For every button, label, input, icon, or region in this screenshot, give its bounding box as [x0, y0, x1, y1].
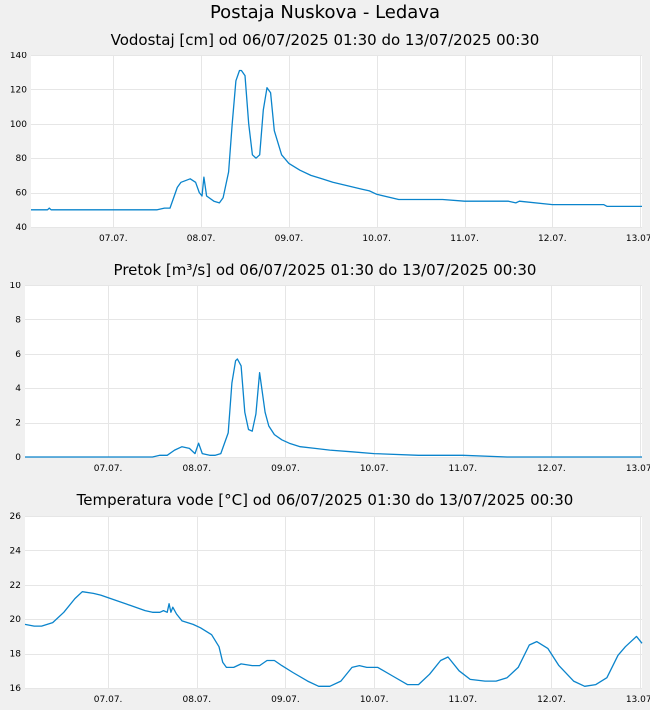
- chart-discharge: 0 2 4 6 8 10 07.07. 08.07. 09.07. 10.07. 11.07. 12.…: [10, 282, 650, 474]
- x-tick-label: 13.07.: [626, 695, 650, 705]
- x-tick-label: 07.07.: [99, 234, 128, 244]
- plot-area: [25, 285, 642, 457]
- x-tick-label: 12.07.: [537, 695, 566, 705]
- page-title: Postaja Nuskova - Ledava: [209, 2, 441, 23]
- y-tick-label: 0: [15, 453, 21, 463]
- y-tick-label: 40: [16, 223, 28, 233]
- x-tick-label: 09.07.: [275, 234, 304, 244]
- y-tick-label: 16: [10, 684, 22, 694]
- y-tick-label: 80: [16, 154, 28, 164]
- x-tick-label: 08.07.: [187, 234, 216, 244]
- y-tick-label: 26: [10, 512, 22, 522]
- x-tick-label: 12.07.: [537, 464, 566, 474]
- chart-water-temperature: 16 18 20 22 24 26 07.07. 08.07. 09.07. 10.07. 11.0…: [10, 512, 650, 705]
- series-line: [24, 591, 643, 687]
- chart-water-level: 40 60 80 100 120 140 07.07. 08.07. 09.07. 10.07. 1…: [10, 52, 650, 244]
- x-tick-label: 08.07.: [182, 464, 211, 474]
- plot-area: [31, 55, 642, 227]
- x-tick-label: 11.07.: [448, 695, 477, 705]
- series-line: [31, 69, 642, 211]
- y-tick-label: 10: [10, 282, 22, 291]
- y-tick-label: 2: [15, 419, 21, 429]
- x-tick-label: 07.07.: [94, 695, 123, 705]
- series-line: [25, 358, 642, 458]
- y-tick-label: 100: [10, 120, 27, 130]
- x-tick-label: 10.07.: [360, 695, 389, 705]
- chart-title-water-level: Vodostaj [cm] od 06/07/2025 01:30 do 13/…: [110, 31, 540, 49]
- y-tick-label: 22: [10, 581, 21, 591]
- y-tick-label: 4: [15, 384, 21, 394]
- x-tick-label: 09.07.: [271, 464, 300, 474]
- x-tick-label: 11.07.: [450, 234, 479, 244]
- y-tick-label: 20: [10, 615, 22, 625]
- x-tick-label: 09.07.: [271, 695, 300, 705]
- y-tick-label: 120: [10, 85, 27, 95]
- x-tick-label: 12.07.: [538, 234, 567, 244]
- x-tick-label: 13.07.: [626, 234, 650, 244]
- x-tick-label: 10.07.: [360, 464, 389, 474]
- chart-title-water-temperature: Temperatura vode [°C] od 06/07/2025 01:3…: [76, 491, 574, 509]
- y-tick-label: 60: [16, 189, 28, 199]
- plot-area: [25, 516, 642, 688]
- x-tick-label: 08.07.: [182, 695, 211, 705]
- x-tick-label: 10.07.: [362, 234, 391, 244]
- x-tick-label: 11.07.: [448, 464, 477, 474]
- chart-title-discharge: Pretok [m³/s] od 06/07/2025 01:30 do 13/…: [113, 261, 537, 279]
- y-tick-label: 8: [15, 315, 21, 325]
- y-tick-label: 24: [10, 546, 22, 556]
- y-tick-label: 18: [10, 650, 22, 660]
- x-tick-label: 13.07.: [626, 464, 650, 474]
- y-tick-label: 140: [10, 52, 27, 61]
- y-tick-label: 6: [15, 350, 21, 360]
- x-tick-label: 07.07.: [94, 464, 123, 474]
